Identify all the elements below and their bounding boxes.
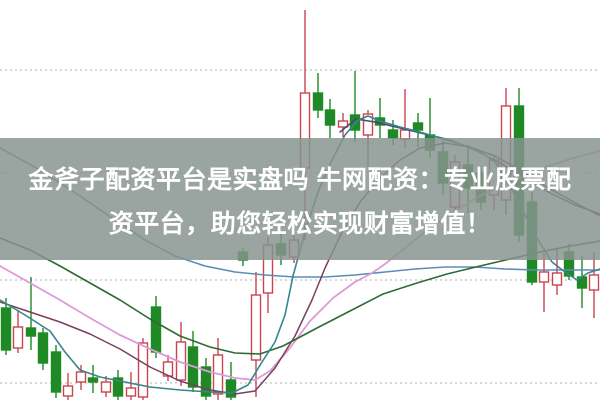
- candle-up: [250, 294, 262, 361]
- candle-down: [150, 306, 162, 353]
- candle-down: [324, 109, 336, 126]
- candle-up: [588, 274, 600, 291]
- candle-down: [50, 351, 62, 393]
- candle-down: [25, 327, 37, 337]
- candle-up: [362, 113, 374, 136]
- candle-up: [551, 272, 563, 286]
- candle-down: [387, 129, 399, 139]
- candle-down: [0, 307, 12, 351]
- candle-down: [87, 377, 99, 383]
- candle-up: [75, 371, 87, 383]
- candle-up: [62, 385, 74, 397]
- candle-down: [37, 332, 49, 364]
- overlay-band: 金斧子配资平台是实盘吗 牛网配资：专业股票配 资平台，助您轻松实现财富增值！: [0, 138, 600, 260]
- candle-down: [412, 122, 424, 131]
- candle-up: [137, 342, 149, 398]
- candle-down: [112, 377, 124, 397]
- candle-down: [225, 379, 237, 398]
- overlay-title-line-1: 金斧子配资平台是实盘吗 牛网配资：专业股票配: [28, 166, 572, 194]
- overlay-title-line-2: 资平台，助您轻松实现财富增值！: [108, 210, 492, 238]
- candle-up: [538, 271, 550, 283]
- candle-up: [100, 381, 112, 393]
- candle-down: [200, 366, 212, 397]
- candle-up: [337, 120, 349, 128]
- candle-down: [312, 92, 324, 111]
- ma-dark-green: [0, 237, 600, 355]
- candle-up: [12, 326, 24, 349]
- candle-up: [125, 387, 137, 397]
